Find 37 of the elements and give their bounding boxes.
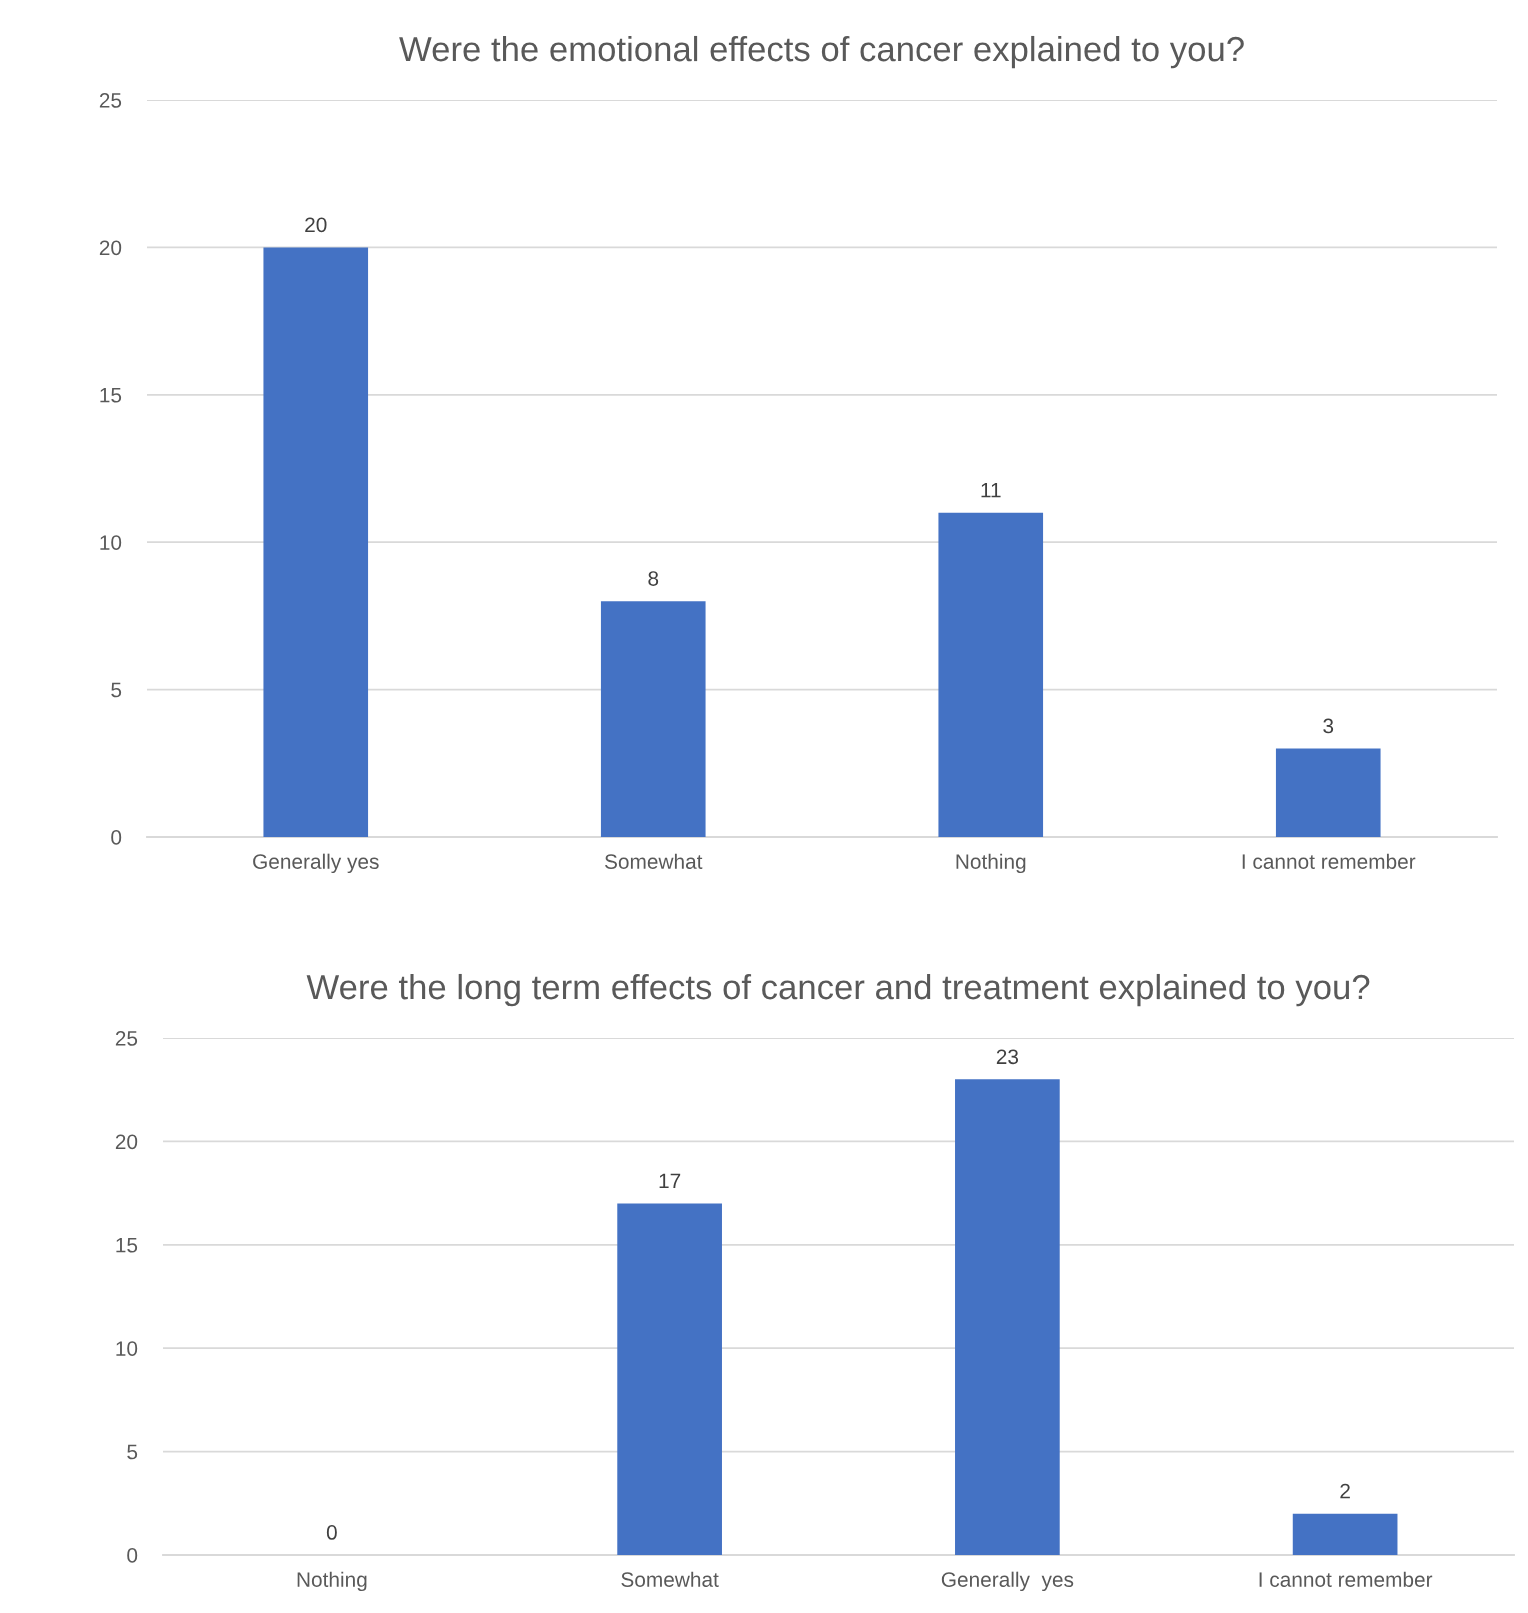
bar bbox=[1275, 748, 1381, 837]
data-label: 2 bbox=[1340, 1483, 1350, 1499]
bar bbox=[600, 601, 706, 837]
data-label: 8 bbox=[648, 571, 659, 586]
x-tick-label: Generally yes bbox=[253, 853, 379, 874]
x-tick-label: I cannot remember bbox=[1242, 853, 1416, 869]
data-label: 23 bbox=[996, 1049, 1019, 1065]
y-tick-label: 20 bbox=[115, 1134, 138, 1150]
y-tick-label: 25 bbox=[115, 1031, 138, 1046]
y-tick-label: 10 bbox=[116, 1341, 138, 1356]
bar bbox=[1292, 1513, 1398, 1555]
y-tick-label: 20 bbox=[99, 240, 122, 256]
y-tick-label: 0 bbox=[127, 1548, 138, 1563]
y-tick-label: 0 bbox=[111, 830, 122, 845]
x-tick-label: Somewhat bbox=[621, 1571, 719, 1587]
data-label: 3 bbox=[1323, 718, 1334, 734]
bar bbox=[263, 247, 369, 837]
chart-title: Were the long term effects of cancer and treatment explained to you? bbox=[306, 973, 1370, 1007]
data-label: 0 bbox=[326, 1525, 337, 1540]
x-tick-label: Somewhat bbox=[604, 853, 703, 869]
x-tick-label: Nothing bbox=[297, 1571, 367, 1592]
data-label: 17 bbox=[659, 1173, 681, 1189]
y-tick-label: 5 bbox=[127, 1444, 138, 1460]
x-tick-label: Nothing bbox=[956, 853, 1026, 874]
chart-title: Were the emotional effects of cancer explained to you? bbox=[399, 35, 1244, 69]
data-label: 20 bbox=[305, 217, 327, 233]
x-tick-label: Generally yes bbox=[941, 1571, 1074, 1592]
y-tick-label: 10 bbox=[100, 535, 122, 550]
y-tick-label: 25 bbox=[99, 93, 122, 108]
y-tick-label: 5 bbox=[111, 682, 122, 698]
bar bbox=[955, 1079, 1060, 1555]
bar bbox=[938, 512, 1044, 837]
y-tick-label: 15 bbox=[100, 388, 122, 403]
data-label: 11 bbox=[981, 482, 1001, 498]
bar bbox=[617, 1203, 722, 1555]
x-tick-label: I cannot remember bbox=[1259, 1571, 1433, 1587]
y-tick-label: 15 bbox=[116, 1238, 138, 1253]
